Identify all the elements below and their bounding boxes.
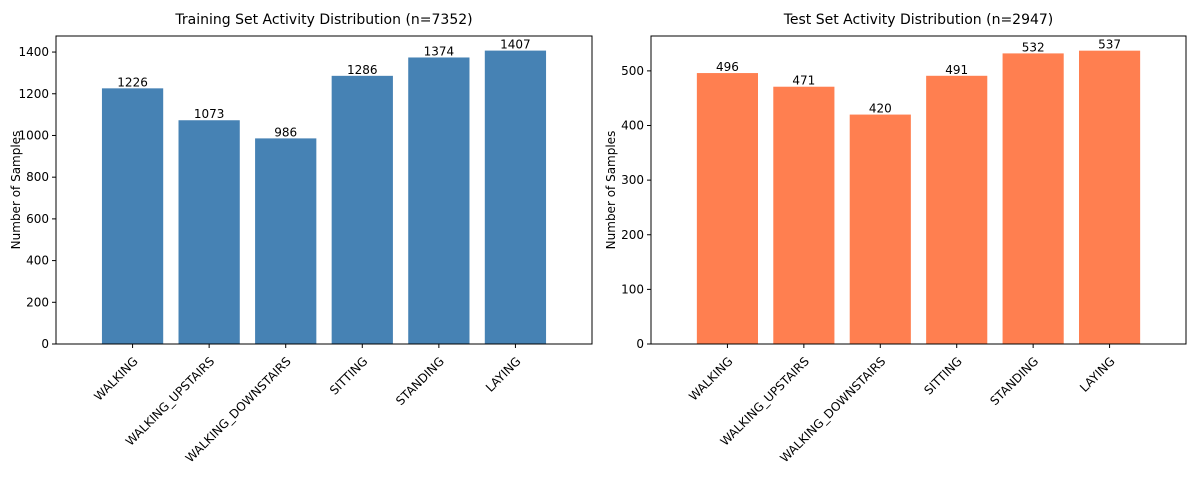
bar-laying	[1079, 50, 1141, 345]
data-label: 1374	[424, 44, 455, 58]
bar-walking-downstairs	[255, 138, 317, 344]
data-label: 532	[1022, 40, 1045, 54]
data-label: 491	[945, 63, 968, 77]
y-ticks: 0 200 400 600 800 1000 1200 1400	[18, 45, 56, 351]
bar-walking-upstairs	[178, 120, 240, 344]
y-axis-label: Number of Samples	[9, 131, 23, 250]
y-tick-label: 100	[621, 282, 644, 296]
x-tick-label: STANDING	[393, 354, 447, 408]
bar-standing	[408, 57, 470, 345]
bar-walking-downstairs	[849, 114, 911, 345]
data-label: 420	[869, 102, 892, 116]
plot-frame	[55, 35, 593, 345]
bar-walking	[101, 88, 164, 344]
y-tick-label: 1200	[18, 87, 49, 101]
bar-laying	[484, 50, 547, 344]
y-axis-label: Number of Samples	[604, 131, 618, 250]
data-labels: 496 471 420 491 532 537	[716, 38, 1121, 116]
x-tick-label: WALKING	[91, 354, 140, 403]
x-tick-label: WALKING	[686, 354, 735, 403]
data-label: 471	[792, 74, 815, 88]
bars	[696, 50, 1141, 345]
data-label: 537	[1098, 38, 1121, 52]
y-tick-label: 500	[621, 64, 644, 78]
y-tick-label: 300	[621, 173, 644, 187]
bar-standing	[1002, 53, 1064, 344]
y-tick-label: 400	[26, 254, 49, 268]
bar-sitting	[926, 75, 988, 344]
y-tick-label: 1000	[18, 128, 49, 142]
data-label: 1073	[194, 107, 225, 121]
training-chart-panel: Training Set Activity Distribution (n=73…	[9, 12, 593, 465]
x-tick-label: LAYING	[1077, 354, 1118, 395]
y-tick-label: 1400	[18, 45, 49, 59]
y-ticks: 0 100 200 300 400 500	[621, 64, 651, 351]
data-labels: 1226 1073 986 1286 1374 1407	[117, 38, 530, 140]
y-tick-label: 800	[26, 170, 49, 184]
y-tick-label: 600	[26, 212, 49, 226]
y-tick-label: 400	[621, 119, 644, 133]
data-label: 986	[274, 125, 297, 139]
bar-walking	[696, 73, 758, 345]
data-label: 496	[716, 60, 739, 74]
x-tick-label: SITTING	[921, 354, 964, 397]
bar-walking-upstairs	[773, 86, 835, 344]
bars	[101, 50, 547, 345]
bar-sitting	[331, 75, 393, 345]
x-ticks: WALKINGWALKING_UPSTAIRSWALKING_DOWNSTAIR…	[686, 344, 1118, 465]
y-tick-label: 0	[41, 337, 49, 351]
data-label: 1226	[117, 75, 148, 89]
x-tick-label: SITTING	[327, 354, 370, 397]
data-label: 1407	[500, 38, 531, 52]
data-label: 1286	[347, 63, 378, 77]
chart-title: Training Set Activity Distribution (n=73…	[174, 12, 472, 28]
x-tick-label: STANDING	[987, 354, 1041, 408]
y-tick-label: 200	[26, 295, 49, 309]
x-ticks: WALKINGWALKING_UPSTAIRSWALKING_DOWNSTAIR…	[91, 344, 524, 465]
test-chart-panel: Test Set Activity Distribution (n=2947) …	[604, 12, 1187, 465]
y-tick-label: 0	[636, 337, 644, 351]
y-tick-label: 200	[621, 228, 644, 242]
plot-frame	[650, 35, 1187, 345]
x-tick-label: LAYING	[483, 354, 524, 395]
chart-title: Test Set Activity Distribution (n=2947)	[783, 12, 1054, 28]
